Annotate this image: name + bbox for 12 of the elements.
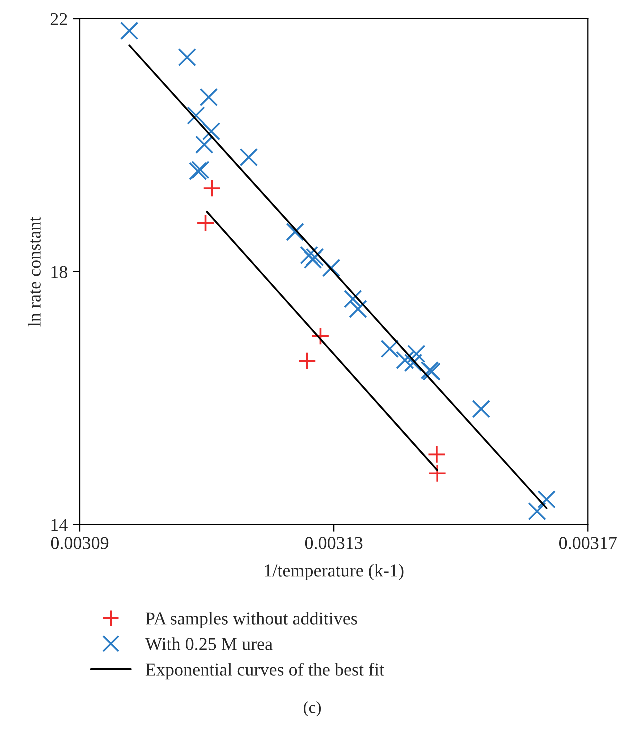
x-tick-label: 0.00317 [559,537,617,550]
y-tick-label: 14 [52,519,68,532]
text: (c) [304,702,322,717]
legend-label: With 0.25 M urea [145,638,273,650]
x-axis-title: 1/temperature (k-1) [265,564,404,581]
y-tick-label: 22 [50,13,68,26]
legend-label: PA samples without additives [146,612,358,628]
y-tick-label: 18 [52,266,68,278]
y-axis-title: ln rate constant [28,216,41,327]
legend-label: Exponential curves of the best fit [146,663,384,680]
x-tick-label: 0.00313 [305,537,363,550]
x-tick-label: 0.00309 [51,537,109,550]
